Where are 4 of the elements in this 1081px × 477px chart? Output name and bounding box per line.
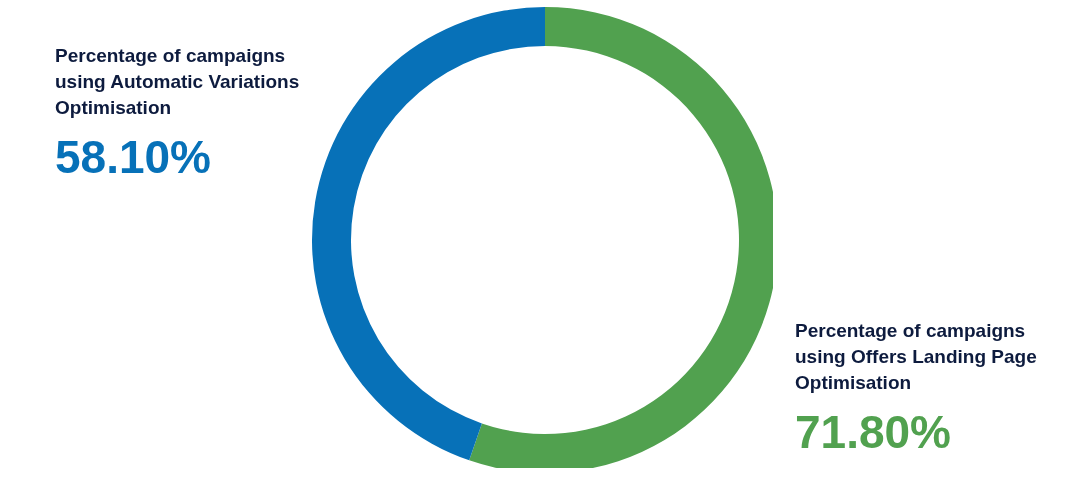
data-label: 71.80% xyxy=(795,405,952,460)
slice-label: Percentage of campaigns using Automatic Variations Optimisation xyxy=(55,44,301,120)
slice-label: Percentage of campaigns using Offers Landing Page Optimisation xyxy=(795,319,1038,395)
data-label: 58.10% xyxy=(55,130,212,185)
